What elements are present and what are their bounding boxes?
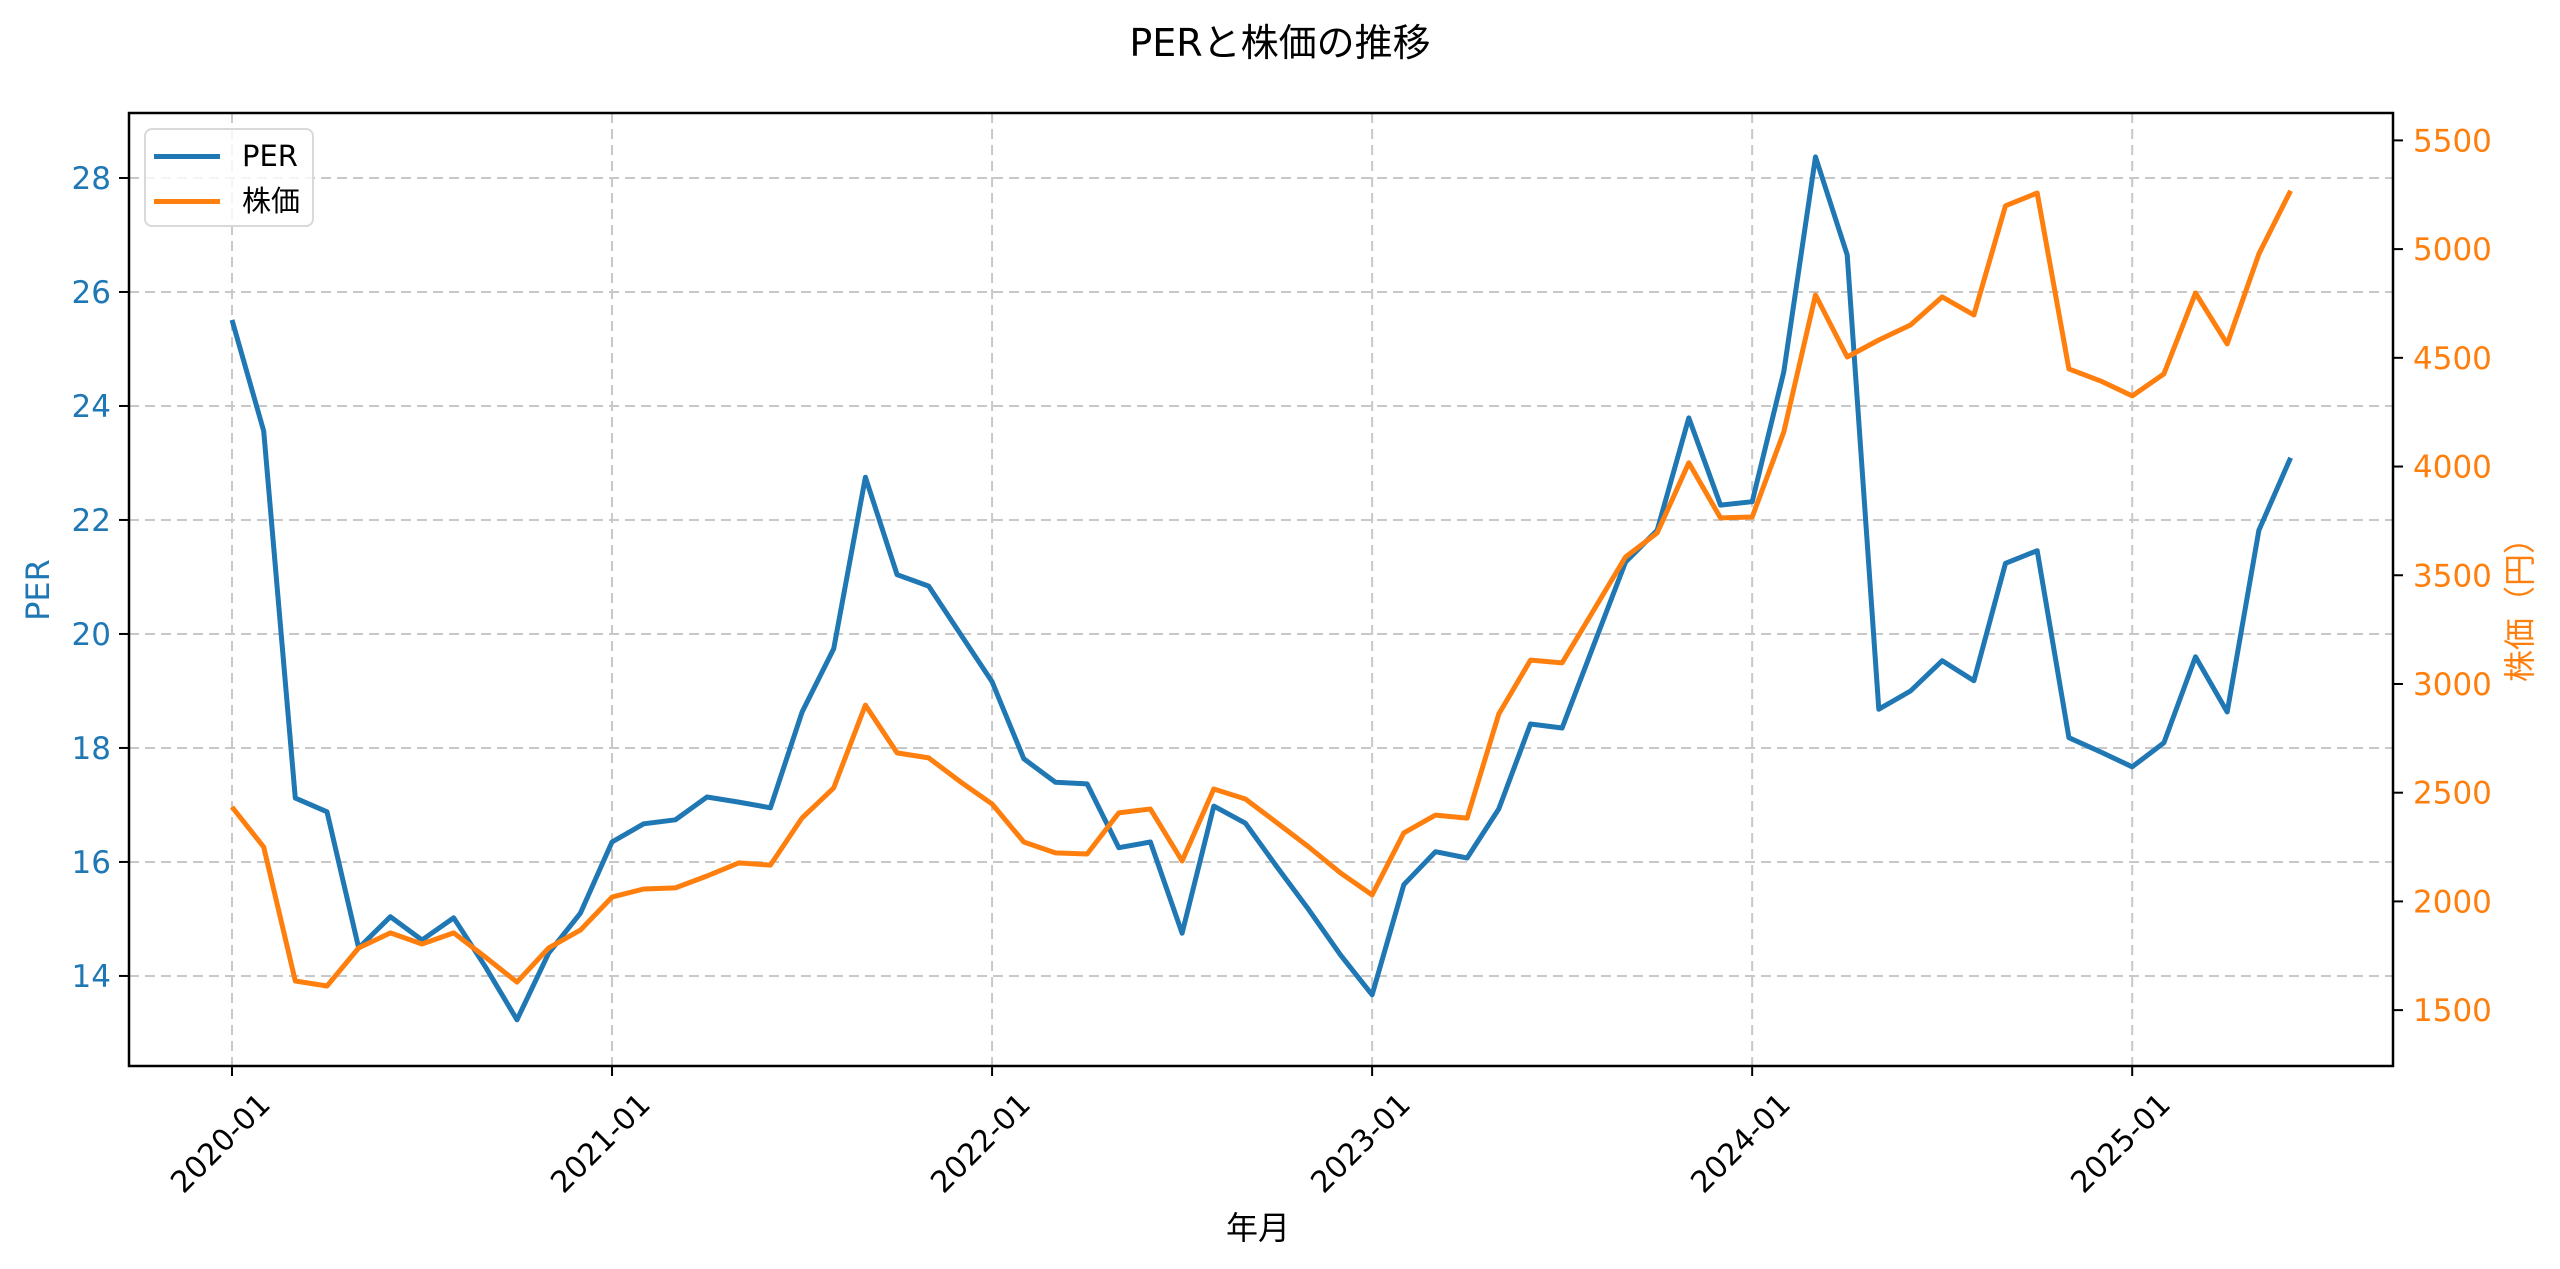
- x-axis-ticks: 2020-01 2021-01 2022-01 2023-01 2024-01 2025-…: [164, 1066, 2178, 1200]
- legend-swatch-price: [154, 199, 220, 204]
- y-tick-label-right: 4000: [2413, 450, 2492, 486]
- y-axis-label-left: PER: [19, 559, 57, 621]
- x-tick-label: 2024-01: [1684, 1087, 1797, 1200]
- y-tick-label-left: 26: [72, 275, 111, 311]
- y-tick-label-left: 18: [72, 731, 111, 767]
- right-axis-ticks: 1500 2000 2500 3000 3500 4000 4500 5000 5500: [2393, 123, 2492, 1029]
- y-tick-label-right: 5500: [2413, 123, 2492, 159]
- x-tick-label: 2020-01: [164, 1087, 277, 1200]
- x-tick-label: 2022-01: [924, 1087, 1037, 1200]
- y-tick-label-right: 3000: [2413, 667, 2492, 703]
- axes-frame: [127, 111, 2395, 1068]
- x-axis-label: 年月: [1225, 1209, 1290, 1247]
- y-tick-label-right: 2000: [2413, 884, 2492, 920]
- y-tick-label-right: 5000: [2413, 232, 2492, 268]
- y-tick-label-left: 14: [72, 959, 111, 995]
- legend-label-price: 株価: [242, 184, 301, 218]
- y-axis-label-right: 株価（円）: [2501, 521, 2539, 683]
- y-tick-label-right: 1500: [2413, 993, 2492, 1029]
- y-tick-label-left: 16: [72, 845, 111, 881]
- legend-swatch-per: [154, 154, 220, 159]
- x-tick-label: 2025-01: [2064, 1087, 2177, 1200]
- grid-lines: [129, 113, 2393, 1066]
- series-layer: [229, 154, 2293, 1023]
- chart-title: PERと株価の推移: [1129, 21, 1431, 65]
- y-tick-label-left: 28: [72, 161, 111, 197]
- legend-item-per: PER: [146, 136, 316, 176]
- legend-label-per: PER: [242, 139, 298, 173]
- x-tick-label: 2023-01: [1304, 1087, 1417, 1200]
- legend: PER 株価: [144, 128, 314, 227]
- y-tick-label-right: 2500: [2413, 776, 2492, 812]
- y-tick-label-left: 20: [72, 617, 111, 653]
- price-line: [230, 189, 2293, 989]
- y-tick-label-right: 4500: [2413, 341, 2492, 377]
- left-axis-ticks: 14 16 18 20 22 24 26 28: [72, 161, 129, 995]
- x-tick-label: 2021-01: [544, 1087, 657, 1200]
- legend-item-price: 株価: [146, 181, 316, 221]
- per-line: [229, 154, 2293, 1023]
- y-tick-label-left: 22: [72, 503, 111, 539]
- y-tick-label-left: 24: [72, 389, 111, 425]
- y-tick-label-right: 3500: [2413, 558, 2492, 594]
